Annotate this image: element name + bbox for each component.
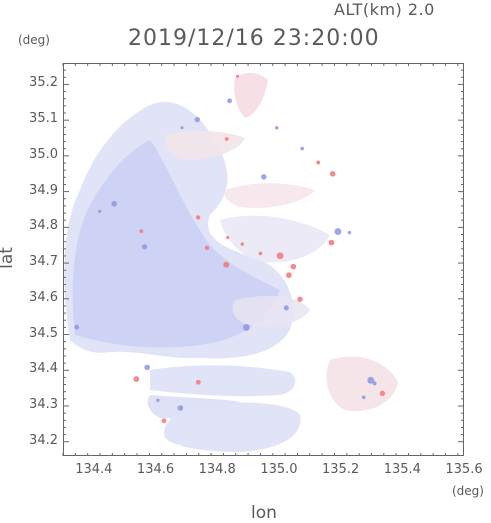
velocity-cell	[195, 379, 201, 385]
velocity-cell	[372, 381, 377, 386]
velocity-cell	[111, 200, 117, 207]
velocity-cell	[329, 171, 336, 177]
echo-north-2	[224, 183, 315, 208]
velocity-cell	[177, 405, 184, 411]
x-axis-title: lon	[251, 503, 277, 523]
velocity-cell	[242, 324, 250, 331]
velocity-cells	[74, 74, 386, 424]
velocity-cell	[334, 228, 342, 236]
velocity-cell	[141, 244, 148, 250]
velocity-cell	[328, 239, 335, 246]
y-tick-label: 34.6	[29, 289, 58, 305]
velocity-cell	[156, 398, 160, 403]
y-tick-label: 35.1	[29, 111, 58, 127]
altitude-label: ALT(km) 2.0	[334, 0, 435, 19]
timestamp-title: 2019/12/16 23:20:00	[128, 26, 380, 51]
velocity-cell	[240, 242, 245, 246]
velocity-cell	[194, 116, 200, 123]
velocity-cell	[283, 305, 289, 311]
y-tick-label: 34.7	[29, 254, 58, 270]
y-tick-label: 35.2	[29, 75, 58, 91]
velocity-cell	[258, 251, 263, 256]
y-axis-unit: (deg)	[18, 33, 50, 47]
x-tick-label: 134.8	[198, 462, 236, 477]
x-tick-label: 135.2	[322, 462, 360, 477]
velocity-cell	[290, 263, 297, 270]
echo-mid-ring	[220, 215, 330, 263]
y-tick-label: 34.9	[29, 182, 58, 198]
plot-frame	[63, 63, 464, 456]
velocity-cell	[297, 296, 303, 302]
x-axis-unit: (deg)	[452, 484, 484, 498]
radar-echo-field	[64, 72, 398, 452]
velocity-cell	[347, 230, 352, 235]
x-tick-label: 134.6	[136, 462, 175, 477]
velocity-cell	[276, 252, 284, 260]
velocity-cell	[139, 229, 144, 234]
velocity-cell	[223, 261, 230, 268]
velocity-cell	[224, 137, 229, 141]
velocity-cell	[204, 245, 210, 250]
velocity-cell	[285, 272, 292, 279]
echo-south	[164, 402, 301, 452]
y-tick-label: 34.4	[29, 361, 58, 377]
y-tick-label: 34.8	[29, 218, 58, 234]
velocity-cell	[196, 215, 201, 220]
velocity-cell	[133, 376, 140, 382]
velocity-cell	[274, 126, 279, 130]
velocity-cell	[261, 174, 267, 180]
echo-north-1	[164, 130, 245, 160]
echo-core	[72, 140, 280, 348]
x-tick-label: 134.4	[75, 462, 113, 477]
velocity-cell	[98, 209, 102, 213]
velocity-cell	[361, 395, 366, 400]
velocity-cell	[226, 235, 230, 240]
velocity-cell	[316, 160, 321, 165]
velocity-cell	[161, 418, 167, 424]
velocity-cell	[227, 98, 233, 104]
velocity-cell	[300, 146, 305, 151]
y-tick-label: 34.5	[29, 325, 58, 341]
x-tick-label: 135.6	[445, 462, 483, 477]
echo-mid-2	[232, 295, 310, 327]
echo-north-3	[234, 72, 268, 118]
velocity-cell	[235, 74, 240, 78]
x-tick-label: 135.0	[260, 462, 298, 477]
velocity-cell	[74, 324, 80, 330]
velocity-cell	[367, 376, 375, 384]
x-tick-label: 135.4	[383, 462, 421, 477]
y-tick-label: 35.0	[29, 146, 58, 162]
velocity-cell	[379, 390, 386, 397]
velocity-cell	[180, 126, 184, 130]
echo-east	[326, 356, 398, 412]
y-tick-label: 34.2	[29, 432, 58, 448]
echo-band-1	[150, 365, 296, 397]
y-tick-label: 34.3	[29, 396, 58, 412]
velocity-cell	[144, 364, 150, 371]
